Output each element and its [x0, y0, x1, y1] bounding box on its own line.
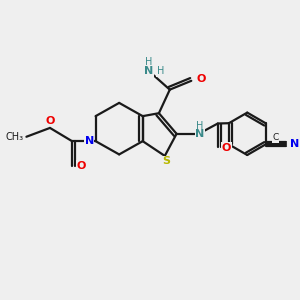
Text: N: N: [290, 140, 299, 149]
Text: CH₃: CH₃: [6, 132, 24, 142]
Text: O: O: [196, 74, 206, 84]
Text: H: H: [145, 57, 152, 67]
Text: S: S: [162, 156, 170, 166]
Text: H: H: [157, 66, 164, 76]
Text: N: N: [85, 136, 94, 146]
Text: O: O: [77, 160, 86, 171]
Text: N: N: [144, 66, 153, 76]
Text: O: O: [46, 116, 55, 126]
Text: H: H: [196, 122, 204, 131]
Text: C: C: [273, 134, 279, 142]
Text: O: O: [222, 142, 231, 153]
Text: N: N: [196, 129, 205, 140]
